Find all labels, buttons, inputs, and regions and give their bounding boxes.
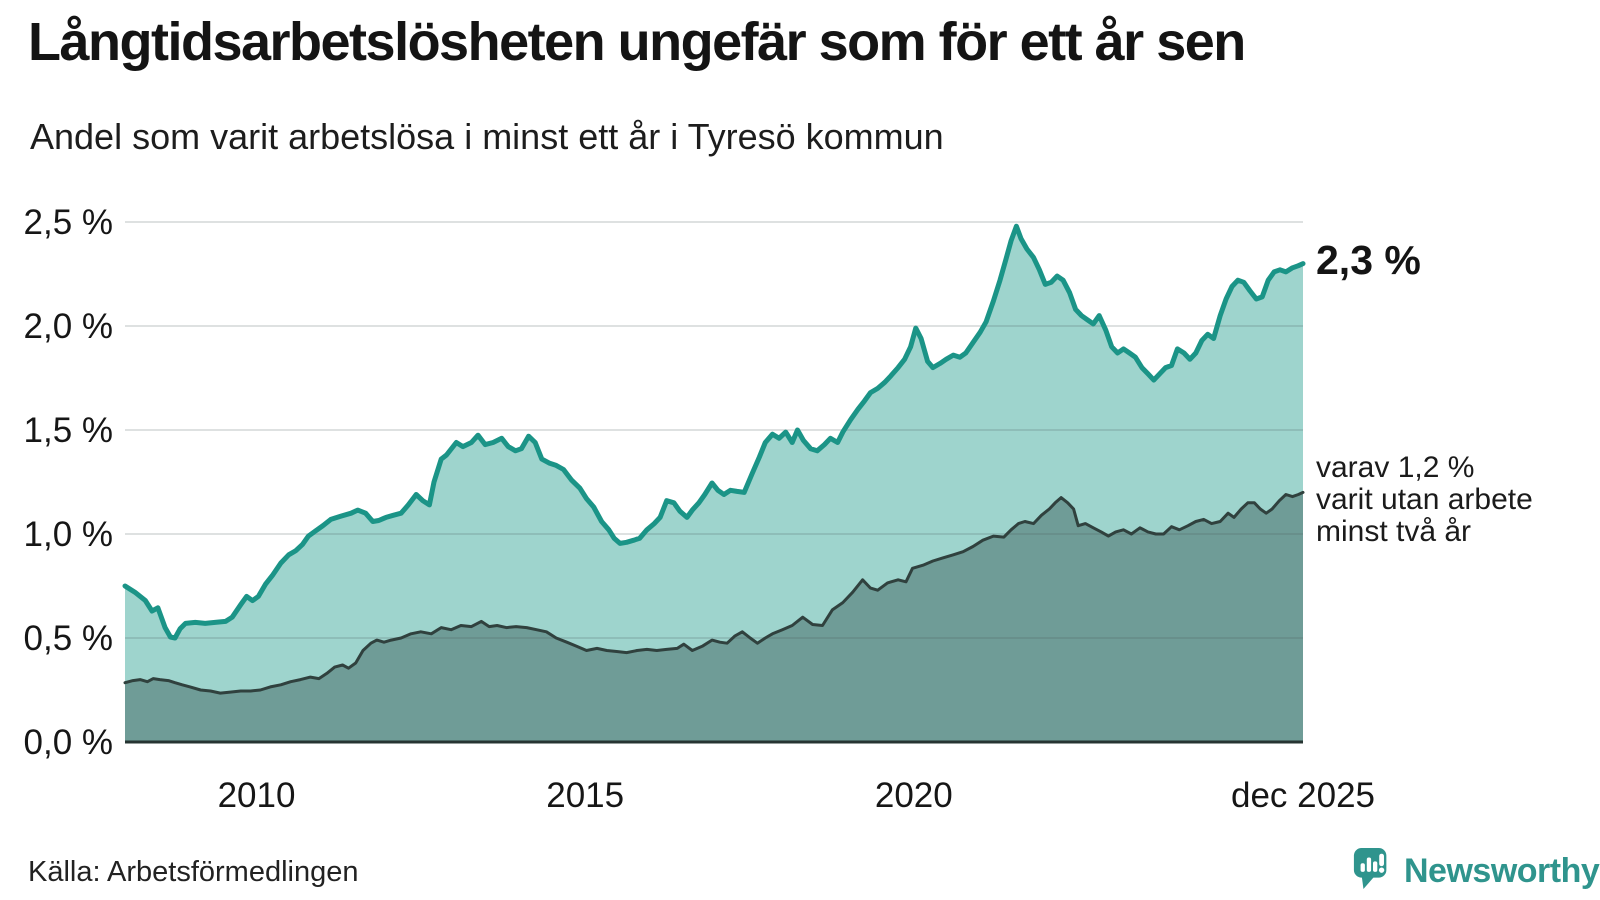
page-title: Långtidsarbetslösheten ungefär som för e… — [28, 12, 1246, 72]
newsworthy-wordmark: Newsworthy — [1404, 852, 1600, 890]
source-credit: Källa: Arbetsförmedlingen — [28, 856, 359, 888]
y-tick-label: 2,5 % — [24, 203, 114, 242]
x-tick-label: 2020 — [875, 776, 953, 815]
chart-axis-labels: 0,0 % 0,5 % 1,0 % 1,5 % 2,0 % 2,5 % 2010 2015 20… — [24, 203, 1376, 815]
series-annotation-line-1: varav 1,2 % — [1316, 451, 1475, 484]
newsworthy-logo: Newsworthy — [1352, 846, 1600, 897]
chart-series-lines — [122, 223, 1306, 744]
newsworthy-bubble-chart-icon — [1352, 846, 1394, 897]
minst-ett-ar-line — [122, 223, 1306, 641]
y-tick-label: 0,5 % — [24, 619, 114, 658]
y-tick-label: 1,5 % — [24, 411, 114, 450]
series-annotation: varav 1,2 % varit utan arbete minst två … — [1316, 452, 1533, 548]
minst-tva-ar-line — [123, 490, 1305, 695]
y-tick-label: 2,0 % — [24, 307, 114, 346]
y-tick-label: 0,0 % — [24, 723, 114, 762]
minst-tva-ar-area — [125, 492, 1303, 742]
series-annotation-line-3: minst två år — [1316, 515, 1472, 548]
chart-area-fills — [125, 226, 1303, 742]
x-tick-label: 2010 — [218, 776, 296, 815]
y-tick-label: 1,0 % — [24, 515, 114, 554]
x-tick-label: dec 2025 — [1231, 776, 1375, 815]
x-tick-label: 2015 — [546, 776, 624, 815]
series-end-value-label: 2,3 % — [1316, 237, 1421, 283]
series-annotation-line-2: varit utan arbete — [1316, 483, 1533, 516]
chart-subtitle: Andel som varit arbetslösa i minst ett å… — [30, 116, 944, 157]
